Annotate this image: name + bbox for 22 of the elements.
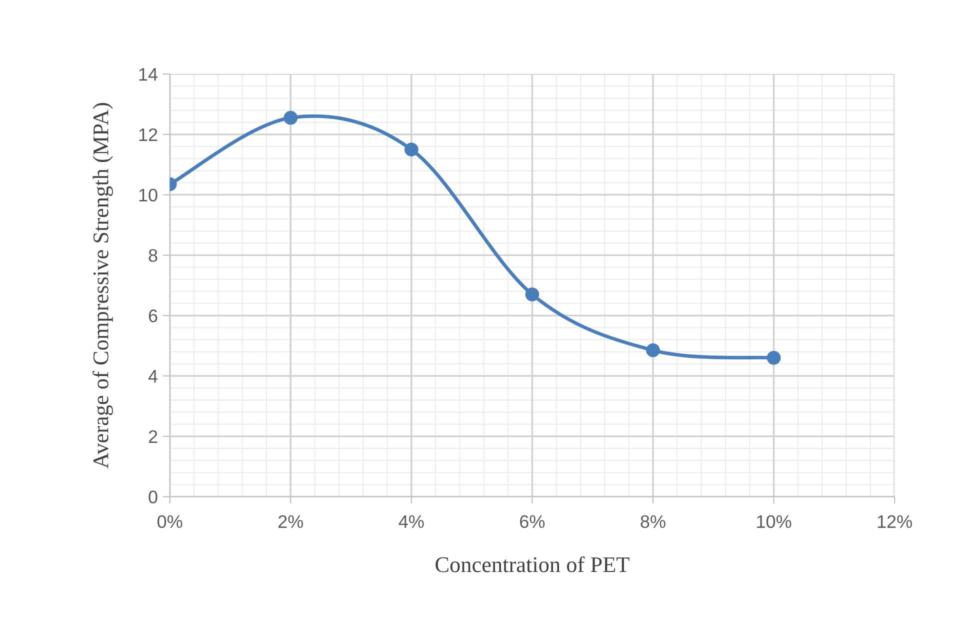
x-tick-label: 0% — [157, 515, 182, 528]
y-tick-label: 12 — [139, 128, 158, 141]
y-tick-label: 14 — [139, 68, 158, 81]
y-tick-label: 10 — [139, 188, 158, 202]
point — [646, 343, 660, 358]
y-tick-label: 4 — [148, 370, 158, 382]
y-tick-label: 0 — [148, 490, 158, 504]
point — [404, 142, 418, 156]
y-tick-label: 8 — [148, 249, 158, 262]
x-tick-label: 4% — [398, 515, 424, 528]
x-tick-label: 8% — [640, 515, 666, 528]
y-axis-title: Average of Compressive Strength (MPA) — [92, 103, 113, 468]
y-tick-label: 6 — [148, 309, 158, 322]
x-tick-label: 12% — [878, 515, 912, 528]
point — [525, 287, 540, 302]
y-tick-label: 2 — [148, 430, 158, 443]
point — [766, 350, 781, 365]
x-tick-label: 6% — [520, 515, 545, 528]
point — [284, 110, 298, 125]
x-tick-label: 2% — [278, 515, 304, 528]
x-axis-title: Concentration of PET — [436, 556, 630, 572]
x-tick-label: 10% — [757, 515, 792, 528]
